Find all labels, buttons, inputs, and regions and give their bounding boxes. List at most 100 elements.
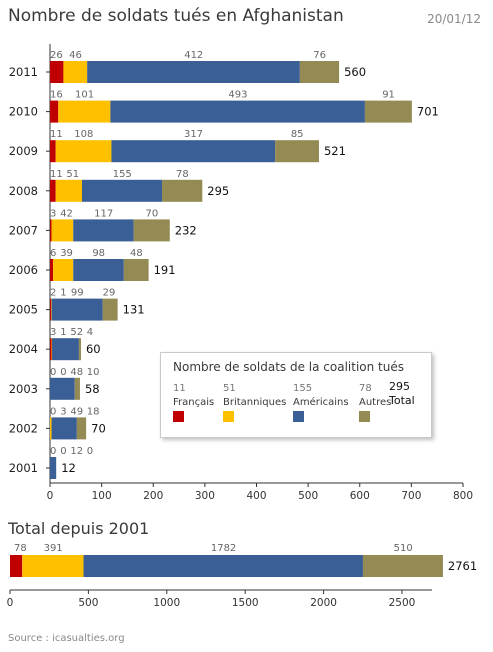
segment-value-label: 48: [130, 248, 143, 259]
x-tick-label: 100: [92, 490, 112, 502]
bar-segment: [58, 100, 111, 123]
legend-label: Autres: [359, 397, 392, 408]
bar-segment: [82, 179, 163, 202]
segment-value-label: 85: [291, 129, 304, 140]
x-tick-label-total: 1500: [232, 597, 259, 609]
legend-value: 11: [173, 383, 186, 394]
bar-total-label: 131: [123, 303, 145, 317]
bar-segment: [51, 219, 74, 242]
segment-value-label: 16: [50, 90, 63, 101]
y-tick-label: 2003: [9, 382, 38, 396]
bar-segment: [87, 61, 300, 83]
legend-item-autres: 78 Autres: [359, 383, 391, 422]
segment-value-label: 108: [74, 129, 93, 140]
y-tick-label: 2005: [9, 303, 38, 317]
total-chart-title: Total depuis 2001: [8, 519, 150, 538]
segment-value-label: 3: [50, 208, 56, 219]
segment-value-label: 0: [60, 446, 66, 457]
bar-segment: [50, 140, 56, 163]
bar-total-label: 295: [207, 184, 229, 198]
x-tick-label-total: 0: [7, 597, 14, 609]
total-bar-total-label: 2761: [448, 559, 477, 573]
segment-value-label: 317: [184, 129, 203, 140]
segment-value-label: 412: [184, 50, 203, 61]
total-segment-value-label: 510: [394, 543, 413, 554]
bar-segment: [275, 140, 319, 163]
bar-segment: [50, 219, 52, 242]
x-tick-label: 300: [195, 490, 215, 502]
segment-value-label: 91: [382, 90, 395, 101]
bar-segment: [162, 179, 203, 202]
legend-item-britanniques: 51 Britanniques: [223, 383, 286, 422]
bar-segment: [50, 457, 57, 479]
bar-segment: [50, 61, 64, 83]
legend-title: Nombre de soldats de la coalition tués: [173, 360, 404, 374]
segment-value-label: 29: [103, 288, 116, 299]
legend-label: Américains: [293, 397, 349, 408]
segment-value-label: 70: [146, 208, 159, 219]
segment-value-label: 99: [71, 288, 84, 299]
legend-total: 295 Total: [389, 380, 415, 408]
total-segment-value-label: 1782: [211, 543, 236, 554]
bar-total-label: 521: [324, 144, 346, 158]
bar-total-label: 560: [344, 65, 366, 79]
segment-value-label: 4: [87, 327, 93, 338]
bar-segment: [73, 219, 134, 242]
total-segment-value-label: 391: [44, 543, 63, 554]
bar-segment: [51, 417, 77, 440]
bar-segment: [133, 219, 170, 242]
x-tick-label: 700: [401, 490, 421, 502]
x-tick-label: 400: [246, 490, 266, 502]
y-tick-label: 2011: [9, 65, 38, 79]
bar-segment: [74, 377, 80, 400]
bar-segment: [50, 417, 52, 440]
x-tick-label: 800: [453, 490, 473, 502]
segment-value-label: 49: [70, 406, 83, 417]
x-tick-label-total: 1000: [153, 597, 180, 609]
bar-segment: [111, 140, 276, 163]
segment-value-label: 0: [50, 367, 56, 378]
segment-value-label: 0: [60, 367, 66, 378]
segment-value-label: 98: [92, 248, 105, 259]
y-tick-label: 2007: [9, 223, 38, 237]
x-tick-label-total: 2500: [389, 597, 416, 609]
legend-label: Britanniques: [223, 397, 287, 408]
date-label: 20/01/12: [427, 12, 481, 26]
chart-title: Nombre de soldats tués en Afghanistan: [8, 6, 344, 26]
x-tick-label: 0: [47, 490, 54, 502]
legend-value: 155: [293, 383, 313, 394]
bar-segment: [123, 259, 149, 281]
bar-segment: [51, 298, 103, 321]
legend-item-francais: 11 Français: [173, 383, 214, 422]
total-bar-segment: [362, 555, 443, 577]
bar-total-label: 70: [91, 421, 106, 435]
segment-value-label: 3: [50, 327, 56, 338]
legend-value: 78: [359, 383, 372, 394]
x-tick-label: 500: [298, 490, 318, 502]
bar-total-label: 191: [154, 263, 176, 277]
bar-segment: [51, 338, 53, 361]
segment-value-label: 493: [228, 90, 247, 101]
total-bar-segment: [83, 555, 363, 577]
bar-total-label: 60: [86, 342, 101, 356]
bar-segment: [50, 338, 52, 361]
bar-segment: [50, 298, 52, 321]
segment-value-label: 155: [113, 169, 132, 180]
segment-value-label: 11: [50, 169, 63, 180]
legend-swatch: [359, 411, 370, 422]
legend-swatch: [293, 411, 304, 422]
source-note: Source : icasualties.org: [8, 633, 125, 644]
segment-value-label: 11: [50, 129, 63, 140]
segment-value-label: 51: [66, 169, 79, 180]
segment-value-label: 78: [176, 169, 189, 180]
x-tick-label-total: 500: [78, 597, 98, 609]
segment-value-label: 46: [69, 50, 82, 61]
x-tick-label: 600: [350, 490, 370, 502]
bar-segment: [102, 298, 118, 321]
total-bar-segment: [10, 555, 23, 577]
y-tick-label: 2008: [9, 184, 38, 198]
bar-segment: [52, 338, 79, 361]
y-tick-label: 2009: [9, 144, 38, 158]
bar-segment: [50, 259, 54, 281]
